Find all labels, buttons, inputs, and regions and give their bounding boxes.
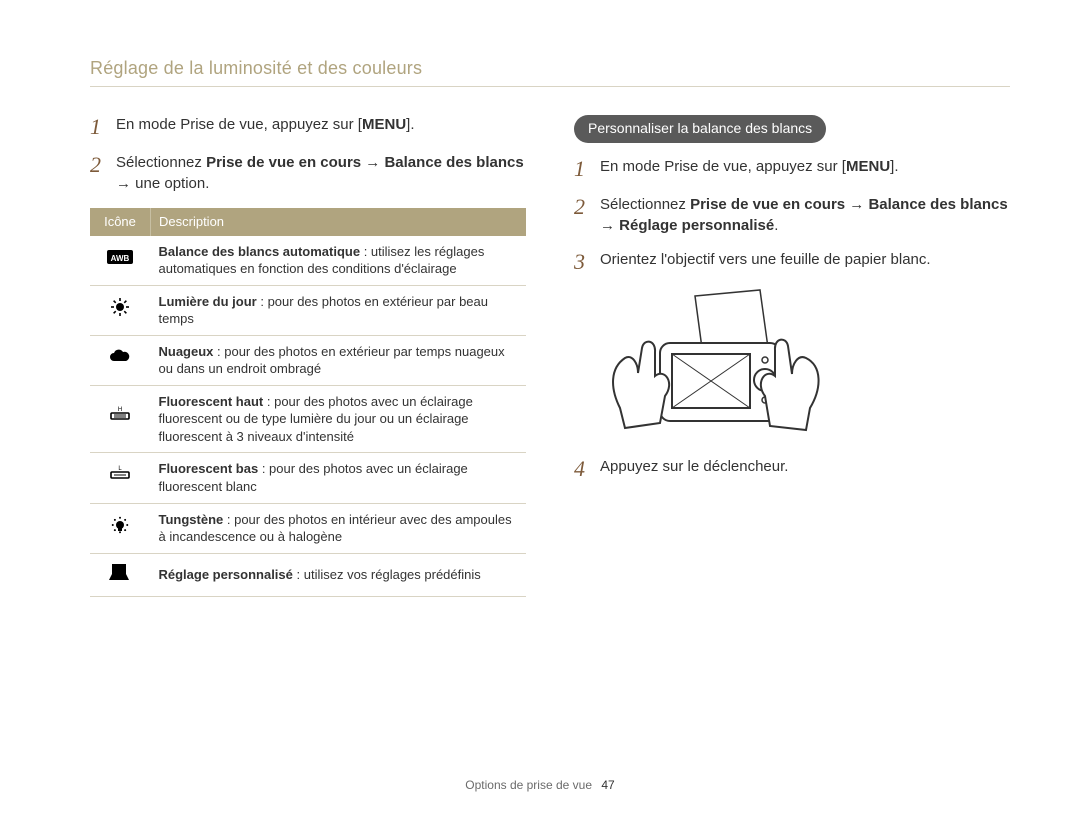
step-text: Sélectionnez Prise de vue en cours → Bal… bbox=[116, 153, 526, 194]
step-number: 2 bbox=[90, 153, 106, 194]
wb-options-table: Icône Description AWB Balance des blancs … bbox=[90, 208, 526, 597]
step-number: 1 bbox=[574, 157, 590, 181]
two-column-layout: 1 En mode Prise de vue, appuyez sur [MEN… bbox=[90, 115, 1010, 597]
footer-section: Options de prise de vue bbox=[465, 778, 592, 792]
option-title: Fluorescent bas bbox=[159, 461, 259, 476]
table-header-desc: Description bbox=[151, 208, 527, 236]
table-row: L Fluorescent bas : pour des photos avec … bbox=[90, 453, 526, 503]
table-cell-description: Balance des blancs automatique : utilise… bbox=[151, 236, 527, 286]
step-text-post: . bbox=[774, 217, 778, 234]
sun-icon bbox=[90, 285, 151, 335]
step-text-post: ]. bbox=[406, 116, 414, 133]
step-number: 1 bbox=[90, 115, 106, 139]
step-text-pre: En mode Prise de vue, appuyez sur [ bbox=[600, 158, 846, 175]
table-row: Réglage personnalisé : utilisez vos régl… bbox=[90, 553, 526, 596]
page-footer: Options de prise de vue 47 bbox=[0, 777, 1080, 793]
step-text: Orientez l'objectif vers une feuille de … bbox=[600, 250, 1010, 274]
option-title: Fluorescent haut bbox=[159, 394, 264, 409]
step-item: 1 En mode Prise de vue, appuyez sur [MEN… bbox=[90, 115, 526, 139]
option-title: Lumière du jour bbox=[159, 294, 257, 309]
table-cell-description: Tungstène : pour des photos en intérieur… bbox=[151, 503, 527, 553]
step-text-post: → une option. bbox=[116, 175, 209, 192]
step-item: 2 Sélectionnez Prise de vue en cours → B… bbox=[574, 195, 1010, 236]
right-steps-cont: 4 Appuyez sur le déclencheur. bbox=[574, 457, 1010, 481]
step-text: En mode Prise de vue, appuyez sur [MENU]… bbox=[600, 157, 1010, 181]
step-text-post: ]. bbox=[890, 158, 898, 175]
right-column: Personnaliser la balance des blancs 1 En… bbox=[574, 115, 1010, 597]
table-row: AWB Balance des blancs automatique : util… bbox=[90, 236, 526, 286]
table-cell-description: Lumière du jour : pour des photos en ext… bbox=[151, 285, 527, 335]
footer-page-number: 47 bbox=[601, 778, 614, 792]
fluor-h-icon: H bbox=[90, 385, 151, 453]
step-text-pre: En mode Prise de vue, appuyez sur [ bbox=[116, 116, 362, 133]
svg-text:AWB: AWB bbox=[111, 254, 130, 263]
step-item: 4 Appuyez sur le déclencheur. bbox=[574, 457, 1010, 481]
custom-icon bbox=[90, 553, 151, 596]
menu-key: MENU bbox=[846, 158, 890, 175]
table-row: H Fluorescent haut : pour des photos avec… bbox=[90, 385, 526, 453]
step-number: 3 bbox=[574, 250, 590, 274]
awb-icon: AWB bbox=[90, 236, 151, 286]
illustration-svg bbox=[600, 288, 830, 438]
title-rule bbox=[90, 86, 1010, 87]
table-cell-description: Nuageux : pour des photos en extérieur p… bbox=[151, 335, 527, 385]
step-number: 4 bbox=[574, 457, 590, 481]
option-title: Réglage personnalisé bbox=[159, 567, 293, 582]
cloud-icon bbox=[90, 335, 151, 385]
step-text-pre: Sélectionnez bbox=[600, 196, 690, 213]
step-item: 2 Sélectionnez Prise de vue en cours → B… bbox=[90, 153, 526, 194]
table-cell-description: Réglage personnalisé : utilisez vos régl… bbox=[151, 553, 527, 596]
fluor-l-icon: L bbox=[90, 453, 151, 503]
menu-key: MENU bbox=[362, 116, 406, 133]
option-text: : utilisez vos réglages prédéfinis bbox=[293, 567, 481, 582]
hands-holding-camera-illustration bbox=[600, 288, 1010, 443]
step-number: 2 bbox=[574, 195, 590, 236]
table-row: Lumière du jour : pour des photos en ext… bbox=[90, 285, 526, 335]
svg-text:H: H bbox=[118, 407, 122, 413]
option-title: Nuageux bbox=[159, 344, 214, 359]
page-title: Réglage de la luminosité et des couleurs bbox=[90, 56, 1010, 80]
step-text: En mode Prise de vue, appuyez sur [MENU]… bbox=[116, 115, 526, 139]
section-pill: Personnaliser la balance des blancs bbox=[574, 115, 826, 143]
right-steps: 1 En mode Prise de vue, appuyez sur [MEN… bbox=[574, 157, 1010, 274]
table-row: Tungstène : pour des photos en intérieur… bbox=[90, 503, 526, 553]
table-cell-description: Fluorescent haut : pour des photos avec … bbox=[151, 385, 527, 453]
table-row: Nuageux : pour des photos en extérieur p… bbox=[90, 335, 526, 385]
table-header-icon: Icône bbox=[90, 208, 151, 236]
left-steps: 1 En mode Prise de vue, appuyez sur [MEN… bbox=[90, 115, 526, 194]
option-title: Tungstène bbox=[159, 512, 224, 527]
step-text-bold: Prise de vue en cours → Balance des blan… bbox=[206, 154, 524, 171]
table-cell-description: Fluorescent bas : pour des photos avec u… bbox=[151, 453, 527, 503]
svg-text:L: L bbox=[119, 466, 123, 472]
manual-page: Réglage de la luminosité et des couleurs… bbox=[0, 0, 1080, 815]
left-column: 1 En mode Prise de vue, appuyez sur [MEN… bbox=[90, 115, 526, 597]
option-title: Balance des blancs automatique bbox=[159, 244, 361, 259]
step-item: 1 En mode Prise de vue, appuyez sur [MEN… bbox=[574, 157, 1010, 181]
step-text: Sélectionnez Prise de vue en cours → Bal… bbox=[600, 195, 1010, 236]
tungsten-icon bbox=[90, 503, 151, 553]
step-text-pre: Sélectionnez bbox=[116, 154, 206, 171]
step-text: Appuyez sur le déclencheur. bbox=[600, 457, 1010, 481]
step-item: 3 Orientez l'objectif vers une feuille d… bbox=[574, 250, 1010, 274]
